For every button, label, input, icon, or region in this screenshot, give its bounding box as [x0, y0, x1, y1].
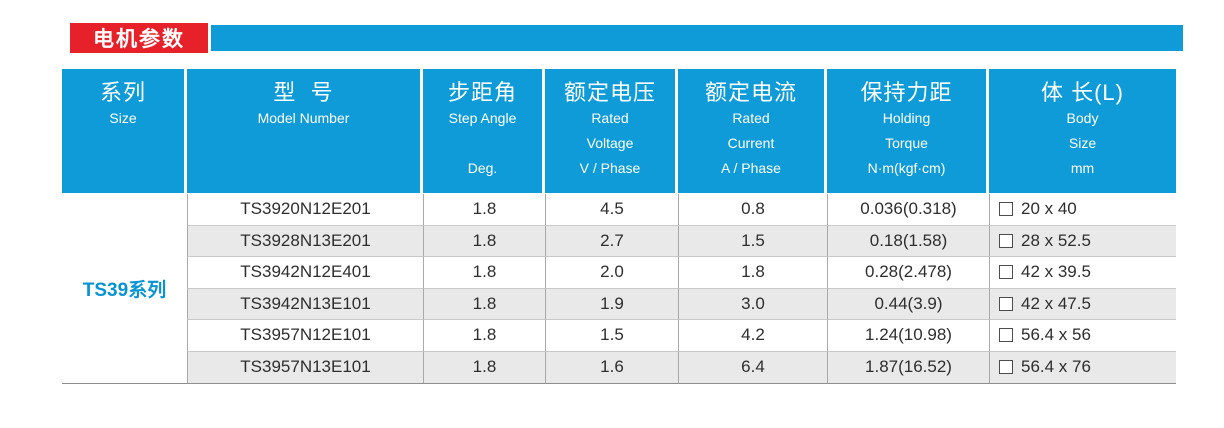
- series-label: TS39系列: [82, 280, 167, 301]
- body-size-cell: 56.4 x 76: [989, 351, 1176, 383]
- header-title-cn: 型 号: [273, 80, 334, 105]
- header-subtitle-en: Size: [1068, 135, 1097, 151]
- holding-torque-cell: 0.036(0.318): [827, 194, 989, 226]
- step-angle-cell: 1.8: [423, 351, 545, 383]
- header-subtitle-en: Size: [109, 110, 137, 126]
- header-subtitle-en: Deg.: [467, 160, 498, 176]
- header-subtitle-en: A / Phase: [721, 160, 781, 176]
- header-cell-2: 步距角 Step Angle Deg.: [423, 69, 542, 193]
- table-header: 系列 Size 型 号 Model Number 步距角 Step Angle Deg. 额定…: [62, 69, 1176, 193]
- body-size-checkbox-icon: [999, 202, 1013, 217]
- holding-torque-cell: 1.87(16.52): [827, 351, 989, 383]
- model-cell: TS3942N13E101: [187, 288, 423, 320]
- rated-current-cell: 1.8: [678, 257, 827, 289]
- section-title-bar: 电机参数: [70, 23, 1183, 53]
- header-subtitle-en: Step Angle: [448, 110, 517, 126]
- section-title-badge: 电机参数: [70, 23, 208, 53]
- body-size-cell: 42 x 47.5: [989, 288, 1176, 320]
- rated-voltage-cell: 2.7: [545, 225, 678, 257]
- header-title-cn: 保持力距: [860, 80, 953, 105]
- rated-current-cell: 3.0: [678, 288, 827, 320]
- header-subtitle-en: mm: [1070, 160, 1095, 176]
- header-title-cn: 额定电压: [563, 80, 656, 105]
- model-cell: TS3957N12E101: [187, 320, 423, 352]
- rated-current-cell: 1.5: [678, 225, 827, 257]
- header-cell-3: 额定电压 Rated Voltage V / Phase: [545, 69, 675, 193]
- header-title-cn: 额定电流: [704, 80, 797, 105]
- table-bottom-rule: [62, 383, 1176, 384]
- header-title-cn: 系列: [99, 80, 146, 105]
- header-cell-0: 系列 Size: [62, 69, 184, 193]
- body-size-value: 42 x 47.5: [1021, 293, 1091, 313]
- header-cell-1: 型 号 Model Number: [187, 69, 420, 193]
- holding-torque-cell: 0.28(2.478): [827, 257, 989, 289]
- holding-torque-cell: 1.24(10.98): [827, 320, 989, 352]
- step-angle-cell: 1.8: [423, 320, 545, 352]
- header-cell-5: 保持力距 Holding Torque N·m(kgf·cm): [827, 69, 986, 193]
- rated-current-cell: 4.2: [678, 320, 827, 352]
- model-cell: TS3928N13E201: [187, 225, 423, 257]
- header-subtitle-en: Current: [727, 135, 775, 151]
- header-subtitle-en: Holding: [882, 110, 931, 126]
- header-subtitle-en: Rated: [591, 110, 629, 126]
- header-subtitle-en: N·m(kgf·cm): [867, 160, 946, 176]
- body-size-value: 56.4 x 76: [1021, 357, 1091, 377]
- header-subtitle-en: Rated: [732, 110, 770, 126]
- rated-current-cell: 6.4: [678, 351, 827, 383]
- rated-voltage-cell: 4.5: [545, 194, 678, 226]
- step-angle-cell: 1.8: [423, 288, 545, 320]
- body-size-checkbox-icon: [999, 360, 1013, 375]
- body-size-checkbox-icon: [999, 265, 1013, 280]
- body-size-value: 28 x 52.5: [1021, 230, 1091, 250]
- rated-voltage-cell: 1.5: [545, 320, 678, 352]
- body-size-cell: 42 x 39.5: [989, 257, 1176, 289]
- body-size-checkbox-icon: [999, 328, 1013, 343]
- header-subtitle-en: Torque: [885, 135, 928, 151]
- header-subtitle-en: Body: [1066, 110, 1099, 126]
- body-size-cell: 20 x 40: [989, 194, 1176, 226]
- header-title-cn: 体 长(L): [1040, 80, 1124, 105]
- holding-torque-cell: 0.18(1.58): [827, 225, 989, 257]
- body-size-cell: 28 x 52.5: [989, 225, 1176, 257]
- model-cell: TS3942N12E401: [187, 257, 423, 289]
- header-subtitle-en: Voltage: [586, 135, 634, 151]
- step-angle-cell: 1.8: [423, 194, 545, 226]
- rated-voltage-cell: 1.6: [545, 351, 678, 383]
- model-cell: TS3957N13E101: [187, 351, 423, 383]
- title-accent-bar: [211, 25, 1183, 51]
- table-body: TS39系列 TS3920N12E201 1.8 4.5 0.8 0.036(0.318…: [62, 194, 1176, 383]
- header-subtitle-en: V / Phase: [579, 160, 641, 176]
- holding-torque-cell: 0.44(3.9): [827, 288, 989, 320]
- step-angle-cell: 1.8: [423, 257, 545, 289]
- step-angle-cell: 1.8: [423, 225, 545, 257]
- model-cell: TS3920N12E201: [187, 194, 423, 226]
- rated-voltage-cell: 1.9: [545, 288, 678, 320]
- body-size-value: 20 x 40: [1021, 199, 1077, 219]
- header-cell-4: 额定电流 Rated Current A / Phase: [678, 69, 824, 193]
- rated-current-cell: 0.8: [678, 194, 827, 226]
- body-size-cell: 56.4 x 56: [989, 320, 1176, 352]
- rated-voltage-cell: 2.0: [545, 257, 678, 289]
- body-size-checkbox-icon: [999, 296, 1013, 311]
- body-size-value: 56.4 x 56: [1021, 325, 1091, 345]
- header-subtitle-en: Model Number: [257, 110, 350, 126]
- header-cell-6: 体 长(L) Body Size mm: [989, 69, 1176, 193]
- body-size-checkbox-icon: [999, 233, 1013, 248]
- header-subtitle-en: [423, 131, 542, 156]
- body-size-value: 42 x 39.5: [1021, 262, 1091, 282]
- header-title-cn: 步距角: [447, 80, 517, 105]
